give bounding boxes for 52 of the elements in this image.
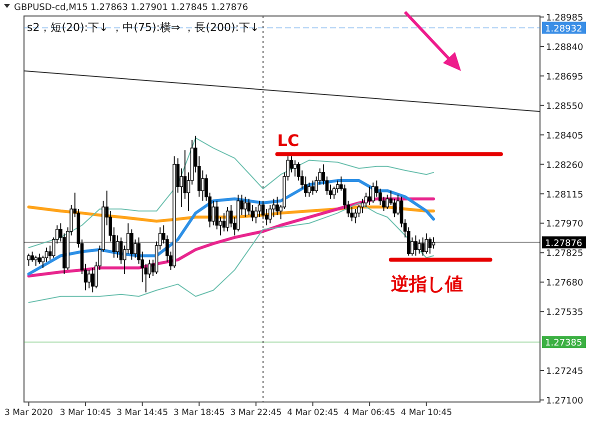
candlestick [414,234,418,256]
y-tick-label: 1.27245 [546,367,584,378]
candlestick [180,168,184,208]
annotation: LC [277,131,300,150]
candlestick [311,180,314,196]
candlestick [386,194,389,210]
x-tick-label: 4 Mar 06:45 [344,408,396,418]
x-tick-label: 3 Mar 22:45 [230,408,282,418]
x-tick-label: 3 Mar 2020 [4,408,53,418]
candlestick [38,253,42,264]
text: s2，短(20):下↓ ，中(75):横⇒ ，長(200):下↓ [27,21,260,34]
candlestick [421,236,424,256]
candlestick [244,196,247,218]
x-tick-label: 3 Mar 10:45 [60,408,112,418]
y-tick-label: 1.28695 [546,72,584,82]
title: GBPUSD-cd,M15 1.27863 1.27901 1.27845 1.27876 [14,3,248,13]
candlestick [34,255,38,266]
candlestick [116,234,120,258]
ref-line-label: 1.28932 [545,24,582,34]
x-tick-label: 4 Mar 02:45 [287,408,338,418]
candlestick [30,251,34,262]
candlestick [90,267,94,293]
candlestick [354,208,358,224]
y-tick-label: 1.27825 [546,249,584,260]
candlestick [418,239,421,254]
annotation: 逆指し値 [390,274,463,295]
y-tick-label: 1.27100 [546,396,584,406]
x-tick-label: 3 Mar 14:45 [116,408,168,418]
y-tick-label: 1.28985 [546,14,584,24]
y-tick-label: 1.27680 [546,278,584,289]
y-tick-label: 1.28260 [546,160,584,171]
x-tick-label: 3 Mar 18:45 [173,408,225,418]
y-tick-label: 1.27970 [546,220,584,230]
candlestick [424,232,428,254]
candlestick [226,206,230,232]
y-tick-label: 1.28405 [546,131,584,142]
y-tick-label: 1.28550 [546,102,584,112]
candlestick [371,182,375,204]
candlestick [276,196,279,216]
y-tick-label: 1.28840 [546,42,584,53]
y-tick-label: 1.27535 [546,308,584,318]
candlestick [428,236,432,254]
ref-line-label: 1.27385 [545,338,582,349]
candlestick [27,253,30,266]
ref-line-label: 1.27876 [545,238,582,249]
candlestick [308,182,311,198]
candlestick [201,170,204,202]
candlestick [432,236,436,250]
x-tick-label: 4 Mar 10:45 [400,408,452,418]
y-tick-label: 1.28115 [546,190,584,200]
candlestick [87,269,91,289]
candlestick [212,200,216,226]
